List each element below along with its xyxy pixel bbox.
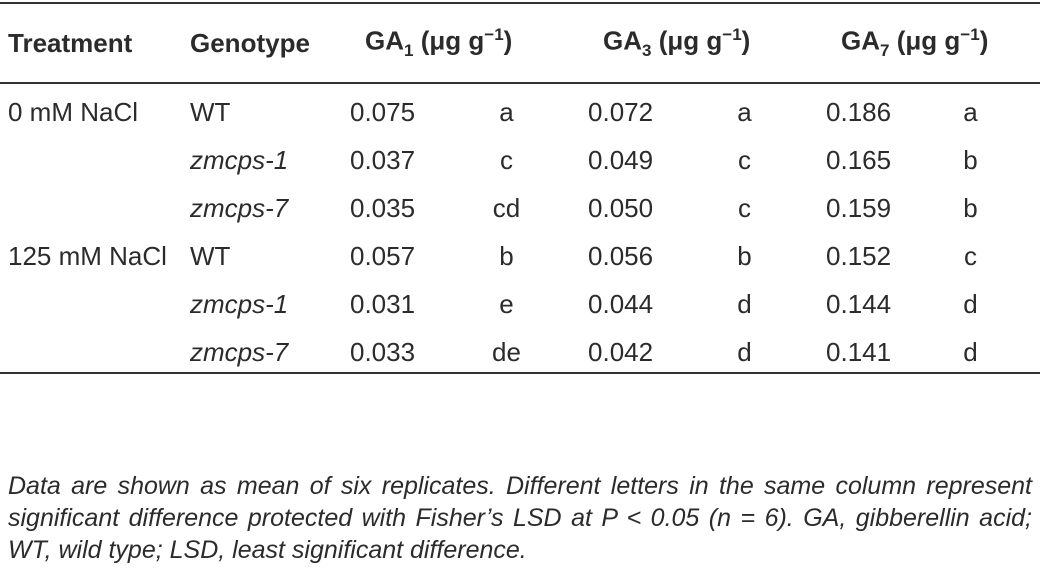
letter-cell: e [499, 289, 514, 319]
letter-cell: c [738, 193, 752, 223]
letter-cell: d [963, 289, 978, 319]
header-close: ) [979, 25, 989, 56]
treatment-cell [0, 324, 190, 373]
value-cell: 0.033 [350, 337, 416, 367]
value-cell: 0.057 [350, 241, 416, 271]
letter-cell: c [500, 145, 513, 175]
value-cell: 0.152 [826, 241, 892, 271]
header-superscript: −1 [722, 25, 742, 45]
letter-cell: b [737, 241, 752, 271]
value-cell: 0.075 [350, 97, 416, 127]
genotype-cell: zmcps-7 [190, 193, 289, 223]
letter-cell: c [964, 241, 978, 271]
column-header: Genotype [190, 27, 310, 58]
letter-cell: b [963, 193, 978, 223]
column-header: Treatment [8, 27, 133, 58]
value-cell: 0.141 [826, 337, 892, 367]
letter-cell: a [963, 97, 978, 127]
treatment-cell: 125 mM NaCl [8, 241, 167, 271]
genotype-cell: WT [190, 241, 231, 271]
letter-cell: de [492, 337, 521, 367]
value-cell: 0.049 [588, 145, 654, 175]
value-cell: 0.056 [588, 241, 654, 271]
header-close: ) [741, 25, 751, 56]
letter-cell: a [737, 97, 752, 127]
value-cell: 0.035 [350, 193, 416, 223]
value-cell: 0.072 [588, 97, 654, 127]
header-unit: (μg g [896, 25, 961, 56]
treatment-cell [0, 276, 190, 324]
header-base: GA [603, 25, 643, 56]
value-cell: 0.144 [826, 289, 892, 319]
letter-cell: c [738, 145, 752, 175]
letter-cell: b [499, 241, 514, 271]
value-cell: 0.159 [826, 193, 892, 223]
genotype-cell: WT [190, 97, 231, 127]
value-cell: 0.031 [350, 289, 416, 319]
value-cell: 0.037 [350, 145, 416, 175]
column-header: GA7 (μg g−1) [826, 3, 1040, 83]
genotype-cell: zmcps-1 [190, 289, 289, 319]
treatment-cell [0, 132, 190, 180]
header-row: Treatment Genotype GA1 (μg g−1) GA3 (μg g−1… [0, 3, 1040, 83]
letter-cell: d [737, 337, 752, 367]
header-close: ) [503, 25, 513, 56]
table-row: zmcps-1 0.031 e 0.044 d 0.144 d [0, 276, 1040, 324]
data-table: Treatment Genotype GA1 (μg g−1) GA3 (μg g−1… [0, 2, 1040, 374]
value-cell: 0.044 [588, 289, 654, 319]
header-unit: (μg g [420, 25, 485, 56]
letter-cell: cd [492, 193, 521, 223]
header-subscript: 3 [642, 40, 652, 60]
column-header: GA3 (μg g−1) [588, 3, 826, 83]
footnote: Data are shown as mean of six replicates… [8, 472, 1032, 564]
header-subscript: 1 [404, 40, 414, 60]
letter-cell: b [963, 145, 978, 175]
value-cell: 0.165 [826, 145, 892, 175]
value-cell: 0.186 [826, 97, 892, 127]
treatment-cell: 0 mM NaCl [8, 97, 139, 127]
header-superscript: −1 [960, 25, 980, 45]
letter-cell: d [963, 337, 978, 367]
genotype-cell: zmcps-1 [190, 145, 289, 175]
value-cell: 0.042 [588, 337, 654, 367]
table-row: 0 mM NaCl WT 0.075 a 0.072 a 0.186 a [0, 83, 1040, 132]
table-row: zmcps-7 0.035 cd 0.050 c 0.159 b [0, 180, 1040, 228]
header-subscript: 7 [880, 40, 890, 60]
header-base: GA [841, 25, 881, 56]
table-body: 0 mM NaCl WT 0.075 a 0.072 a 0.186 a zmcps-1 0.03… [0, 83, 1040, 373]
column-header: GA1 (μg g−1) [350, 3, 588, 83]
value-cell: 0.050 [588, 193, 654, 223]
letter-cell: a [499, 97, 514, 127]
header-superscript: −1 [484, 25, 504, 45]
header-base: GA [365, 25, 404, 56]
header-unit: (μg g [658, 25, 723, 56]
table-row: 125 mM NaCl WT 0.057 b 0.056 b 0.152 c [0, 228, 1040, 276]
table-row: zmcps-1 0.037 c 0.049 c 0.165 b [0, 132, 1040, 180]
treatment-cell [0, 180, 190, 228]
table-row: zmcps-7 0.033 de 0.042 d 0.141 d [0, 324, 1040, 373]
genotype-cell: zmcps-7 [190, 337, 289, 367]
letter-cell: d [737, 289, 752, 319]
